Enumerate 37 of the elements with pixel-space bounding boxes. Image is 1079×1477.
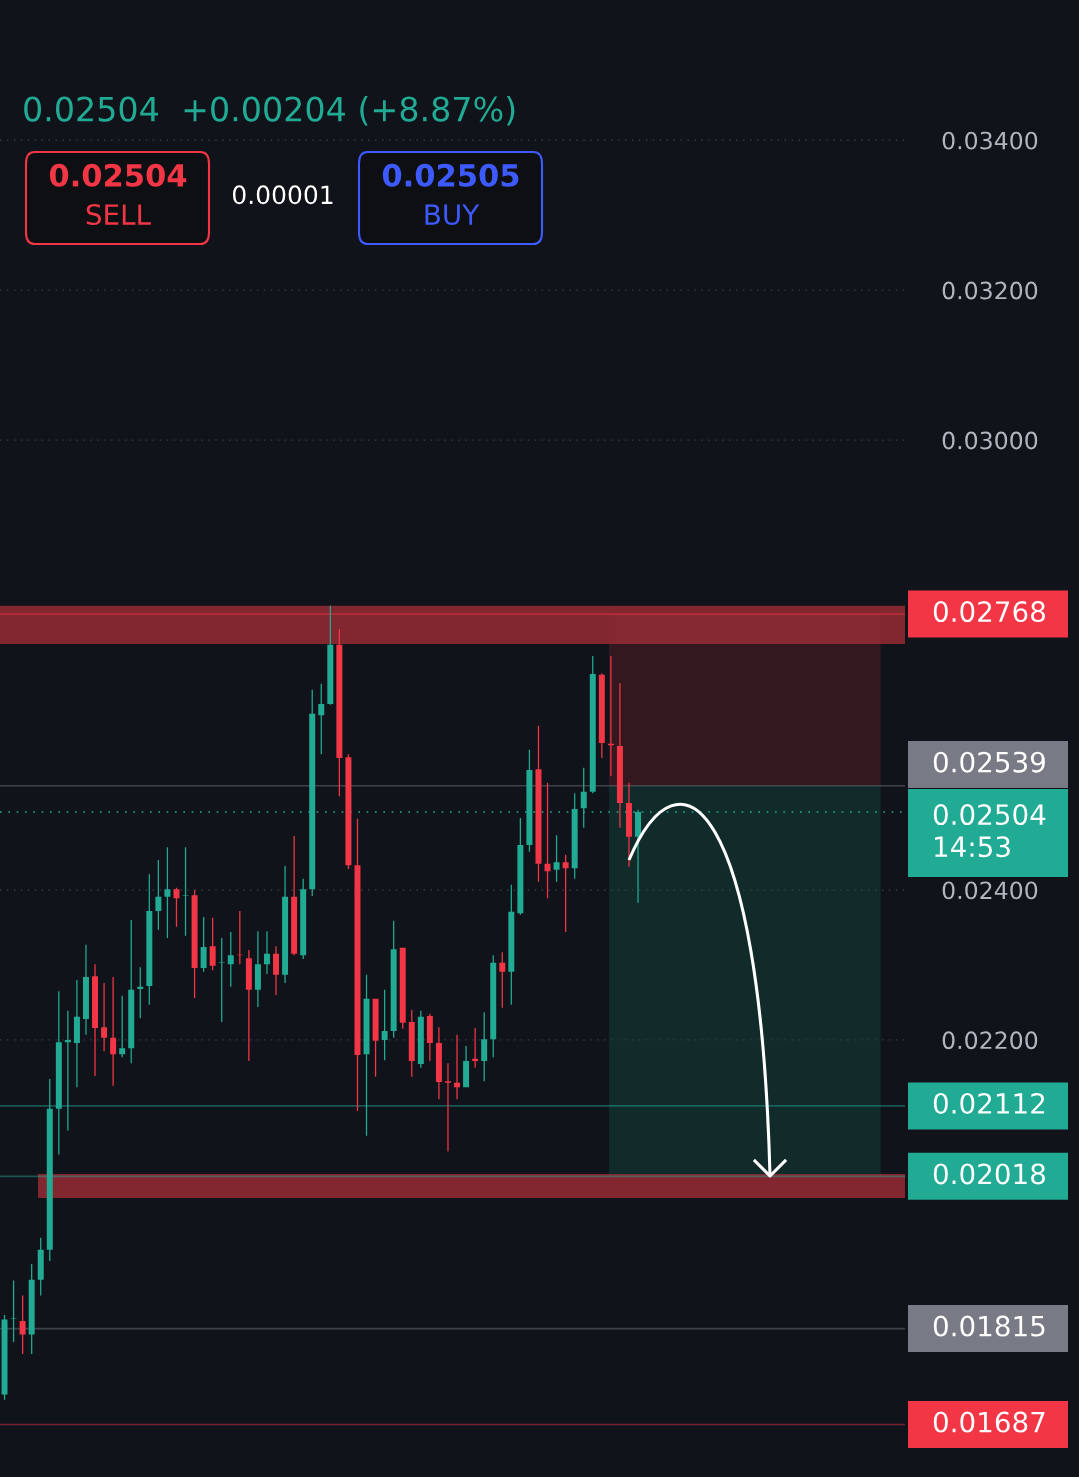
candlestick (254, 931, 261, 1007)
y-tick-label: 0.03200 (942, 281, 1038, 300)
candlestick (472, 1027, 479, 1068)
candlestick (607, 656, 614, 776)
y-tick-label: 0.02200 (942, 1031, 1038, 1050)
y-tick-label: 0.03000 (942, 431, 1038, 450)
candlestick (92, 964, 99, 1076)
ref-line-label: 0.02018 (933, 1163, 1045, 1185)
annotation: 0.02504 +0.00204 (+8.87%) (24, 95, 515, 126)
annotation: 0.02505 (382, 163, 519, 187)
annotation: SELL (86, 204, 151, 226)
ref-line-label: 0.02504 14:53 (933, 804, 1046, 858)
ref-line-label: 0.01687 (933, 1411, 1045, 1433)
annotation: BUY (425, 204, 480, 226)
annotation: 0.02504 (49, 163, 187, 187)
ref-line-label: 0.02539 (933, 751, 1045, 773)
y-tick-label: 0.02400 (942, 881, 1038, 900)
annotation: 0.00001 (232, 185, 333, 205)
ref-line-label: 0.02768 (933, 601, 1045, 623)
ref-line-label: 0.02112 (933, 1092, 1045, 1114)
candlestick (435, 1027, 442, 1100)
candlestick (263, 931, 270, 974)
candlestick (273, 946, 280, 995)
candlestick (625, 782, 632, 867)
candlestick (101, 982, 108, 1052)
y-tick-label: 0.03400 (942, 131, 1038, 150)
candlestick (291, 835, 298, 956)
candlestick (245, 949, 252, 1061)
ref-line-label: 0.01815 (933, 1315, 1045, 1337)
candlestick (110, 976, 117, 1086)
candlestick (454, 1034, 461, 1100)
candlestick (73, 979, 80, 1088)
candlestick (616, 683, 623, 828)
candlestick (444, 1063, 451, 1152)
candlestick (64, 1010, 71, 1131)
candlestick (82, 944, 89, 1035)
candlestick (426, 1013, 433, 1061)
